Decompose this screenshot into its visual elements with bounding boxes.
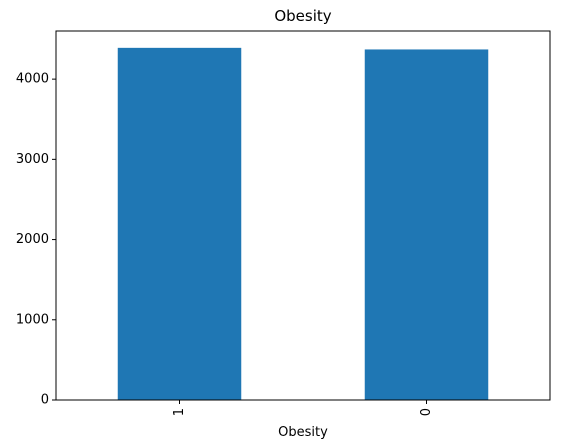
y-tick-label-2000: 2000 (16, 232, 49, 247)
x-axis-title: Obesity (278, 425, 328, 440)
plot-frame (55, 30, 551, 401)
y-tick-label-0: 0 (41, 393, 49, 408)
bar-0 (364, 49, 489, 400)
y-tick-label-4000: 4000 (16, 72, 49, 87)
bar-1 (117, 47, 242, 401)
y-tick-label-1000: 1000 (16, 312, 49, 327)
x-tick-label-1: 1 (172, 408, 187, 416)
x-tick-label-0: 0 (419, 408, 434, 416)
y-tick-label-3000: 3000 (16, 152, 49, 167)
y-axis: 0 1000 2000 3000 4000 (16, 72, 56, 408)
chart-title: Obesity (274, 7, 331, 25)
chart-marks (117, 47, 489, 401)
